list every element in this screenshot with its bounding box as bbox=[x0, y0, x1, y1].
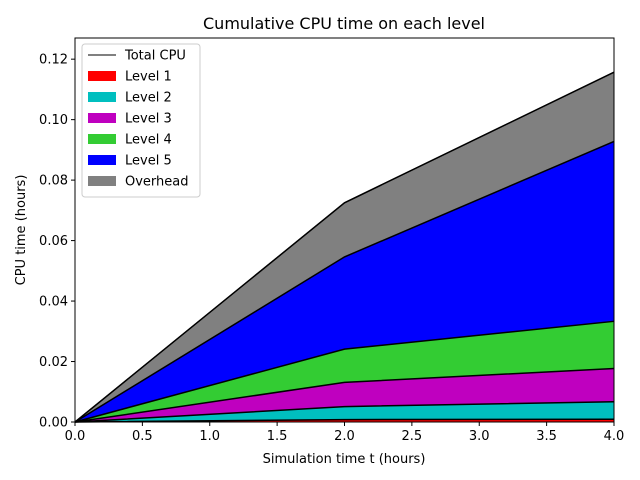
area-top-line-level-1 bbox=[74, 418, 615, 423]
y-tick-label: 0.00 bbox=[39, 416, 68, 431]
y-tick-label: 0.06 bbox=[39, 234, 68, 249]
y-tick-label: 0.12 bbox=[39, 53, 68, 68]
legend-swatch-level-1 bbox=[88, 71, 116, 81]
y-tick-label: 0.08 bbox=[39, 174, 68, 189]
area-top-line-level-3 bbox=[74, 367, 615, 423]
legend-swatch-level-4 bbox=[88, 134, 116, 144]
x-tick-label: 2.5 bbox=[402, 429, 423, 444]
x-tick-label: 3.5 bbox=[536, 429, 557, 444]
area-top-line-level-2 bbox=[74, 400, 615, 423]
x-axis-title: Simulation time t (hours) bbox=[263, 452, 426, 467]
y-axis-title: CPU time (hours) bbox=[14, 175, 29, 286]
y-tick-label: 0.04 bbox=[39, 295, 68, 310]
area-level-2 bbox=[75, 401, 614, 422]
legend-label-level-2: Level 2 bbox=[125, 91, 172, 106]
area-overhead bbox=[75, 72, 614, 422]
area-boundary-lines bbox=[74, 71, 615, 423]
legend: Total CPU Level 1 Level 2 Level 3 Level 4 Lev… bbox=[81, 43, 201, 198]
area-level-5 bbox=[75, 141, 614, 422]
total-cpu-line bbox=[74, 71, 615, 423]
legend-swatch-overhead bbox=[88, 176, 116, 186]
legend-swatch-level-2 bbox=[88, 92, 116, 102]
area-level-4 bbox=[75, 321, 614, 422]
stacked-areas bbox=[75, 72, 614, 422]
legend-swatch-level-3 bbox=[88, 113, 116, 123]
area-level-3 bbox=[75, 368, 614, 422]
x-axis-ticks: 0.0 0.5 1.0 1.5 2.0 2.5 3.0 3.5 4.0 bbox=[65, 422, 625, 444]
chart-title: Cumulative CPU time on each level bbox=[203, 14, 485, 33]
x-tick-label: 0.0 bbox=[65, 429, 86, 444]
y-tick-label: 0.02 bbox=[39, 355, 68, 370]
x-tick-label: 0.5 bbox=[132, 429, 153, 444]
x-tick-label: 1.5 bbox=[267, 429, 288, 444]
area-top-line-level-4 bbox=[74, 320, 615, 423]
legend-label-total-cpu: Total CPU bbox=[124, 49, 186, 64]
x-tick-label: 2.0 bbox=[334, 429, 355, 444]
legend-label-level-4: Level 4 bbox=[125, 133, 172, 148]
x-tick-label: 3.0 bbox=[469, 429, 490, 444]
legend-label-level-1: Level 1 bbox=[125, 70, 172, 85]
x-tick-label: 4.0 bbox=[604, 429, 625, 444]
legend-label-overhead: Overhead bbox=[125, 175, 189, 190]
x-tick-label: 1.0 bbox=[199, 429, 220, 444]
y-tick-label: 0.10 bbox=[39, 113, 68, 128]
y-axis-ticks: 0.00 0.02 0.04 0.06 0.08 0.10 0.12 bbox=[39, 53, 75, 431]
legend-label-level-3: Level 3 bbox=[125, 112, 172, 127]
legend-swatch-level-5 bbox=[88, 155, 116, 165]
legend-label-level-5: Level 5 bbox=[125, 154, 172, 169]
area-top-line-level-5 bbox=[74, 140, 615, 423]
